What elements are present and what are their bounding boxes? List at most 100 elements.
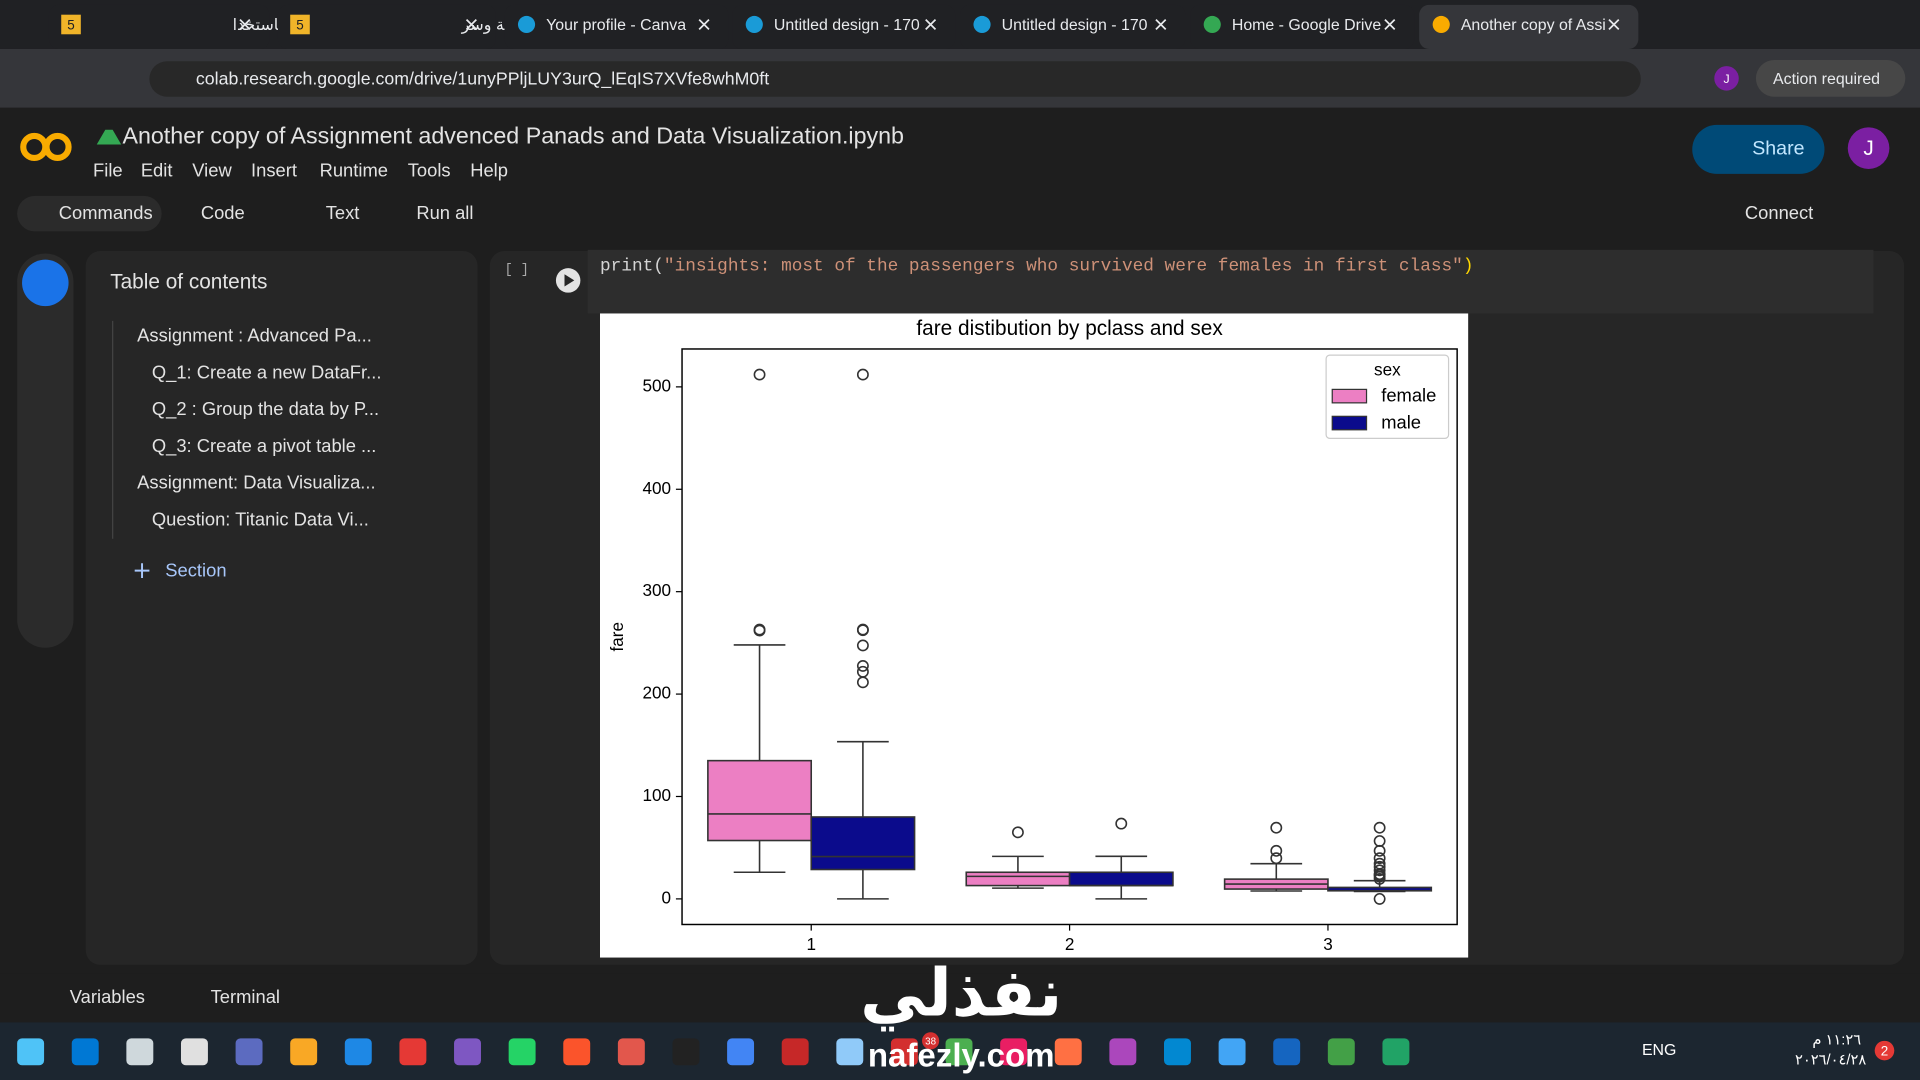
browser-tab[interactable] [1190,4,1415,49]
tab-close[interactable] [925,18,937,30]
share-label[interactable]: Share [1752,138,1804,160]
taskbar-app[interactable] [235,1038,263,1066]
box [1068,871,1174,887]
profile-initial: J [1723,72,1729,86]
taskbar-app[interactable] [1273,1038,1301,1066]
url-field[interactable] [149,61,1641,97]
taskbar-app[interactable] [781,1038,809,1066]
outlier [1011,826,1024,839]
tab-badge-text: 5 [296,17,303,32]
action-label[interactable]: Action required [1773,71,1880,88]
browser-tab[interactable] [960,4,1186,49]
menu-item[interactable]: File [93,159,123,180]
taskbar-app[interactable] [344,1038,372,1066]
menu-item[interactable]: Runtime [320,159,388,180]
add-section[interactable]: Section [165,560,226,581]
watermark-brand: نفذلي [860,956,1062,1031]
toolbar-item[interactable]: Run all [416,202,473,223]
tab-close[interactable] [239,18,251,30]
share-button[interactable] [1692,124,1825,174]
outlier [753,368,766,381]
tab-favicon [745,15,763,34]
outlier [1373,852,1386,865]
tab-favicon [517,15,536,34]
x-tick-label: 3 [1323,934,1333,954]
toc-button[interactable] [22,259,69,307]
taskbar-app[interactable] [1000,1038,1028,1066]
profile-avatar[interactable] [1714,66,1739,91]
browser-tab[interactable] [277,4,496,49]
tab-title: Home - Google Drive [1232,17,1382,34]
taskbar-app[interactable] [399,1038,427,1066]
taskbar-app[interactable] [890,1038,918,1066]
menu-item[interactable]: Edit [141,159,173,180]
taskbar-app[interactable] [126,1038,154,1066]
taskbar-app[interactable] [1109,1038,1137,1066]
browser-tab[interactable] [732,4,956,49]
toolbar-item[interactable]: Commands [59,202,153,223]
browser-tab[interactable] [504,4,729,49]
taskbar-app[interactable] [1327,1038,1355,1066]
toc-item[interactable]: Q_2 : Group the data by P... [152,398,379,420]
browser-tab[interactable] [48,4,270,49]
taskbar-app[interactable] [617,1038,645,1066]
tab-close[interactable] [1608,18,1620,30]
toc-item[interactable]: Assignment : Advanced Pa... [137,325,372,346]
tab-title: Untitled design - 170 [774,17,920,34]
status-item[interactable]: Terminal [211,986,280,1007]
url[interactable]: colab.research.google.com/drive/1unyPPlj… [196,68,769,89]
browser-tab[interactable] [1419,4,1639,49]
toc-item[interactable]: Q_3: Create a pivot table ... [152,435,377,457]
taskbar-app[interactable] [180,1038,208,1066]
action-button[interactable] [1755,60,1906,97]
taskbar-app[interactable] [1382,1038,1410,1066]
toc-panel [85,251,478,965]
y-tick-label: 0 [661,887,671,907]
outlier [1373,821,1386,834]
taskbar-app[interactable] [1218,1038,1246,1066]
x-tick-label: 2 [1065,934,1075,954]
taskbar-app[interactable] [290,1038,318,1066]
language: ENG [1642,1042,1676,1059]
menu-item[interactable]: Tools [408,159,451,180]
taskbar-app[interactable] [71,1038,99,1066]
taskbar-app[interactable] [1164,1038,1191,1066]
taskbar-app[interactable] [727,1038,755,1066]
menu-item[interactable]: Help [470,159,508,180]
taskbar-app[interactable] [17,1038,45,1066]
outlier [1373,835,1386,847]
taskbar-app[interactable] [454,1038,481,1066]
toc-item[interactable]: Q_1: Create a new DataFr... [152,361,382,383]
toolbar-item[interactable]: Code [201,202,245,223]
legend-swatch [1331,388,1368,404]
taskbar-app[interactable] [672,1038,700,1066]
code-line: print("insights: most of the passengers … [600,256,1473,276]
taskbar-app[interactable] [563,1038,591,1066]
taskbar-app[interactable] [836,1038,864,1066]
menu-item[interactable]: Insert [251,159,297,180]
outlier [1270,844,1283,857]
code-cell[interactable] [587,249,1874,314]
tab-close[interactable] [1384,18,1396,30]
toc-item[interactable]: Assignment: Data Visualiza... [137,472,375,493]
taskbar-app[interactable] [1054,1038,1082,1066]
connect-button[interactable]: Connect [1745,202,1813,223]
tab-close[interactable] [1155,18,1167,30]
commands-button[interactable] [17,195,162,232]
outlier [753,623,766,636]
status-item[interactable]: Variables [70,986,145,1007]
outlier [1373,892,1386,905]
tab-close[interactable] [465,18,477,30]
menu-item[interactable]: View [192,159,232,180]
x-tick-label: 1 [806,934,816,954]
toolbar-item[interactable]: Text [326,202,360,223]
tab-badge [290,14,310,35]
user-avatar[interactable] [1847,127,1890,169]
tab-close[interactable] [698,18,710,30]
toc-item[interactable]: Question: Titanic Data Vi... [152,508,369,529]
plot-frame [681,348,1458,926]
taskbar-app[interactable] [945,1038,973,1066]
outlier [1373,860,1386,873]
taskbar-app[interactable] [508,1038,536,1066]
